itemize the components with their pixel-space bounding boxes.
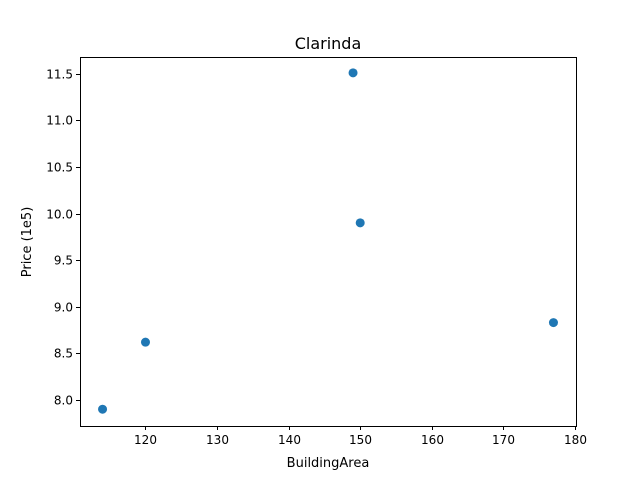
x-tick-label: 180 xyxy=(564,433,587,447)
x-tick-label: 170 xyxy=(492,433,515,447)
y-tick-label: 9.5 xyxy=(54,254,73,268)
y-tick-label: 11.0 xyxy=(46,114,73,128)
y-tick-label: 11.5 xyxy=(46,68,73,82)
scatter-point xyxy=(140,337,150,347)
x-tick-label: 120 xyxy=(134,433,157,447)
x-tick-label: 160 xyxy=(421,433,444,447)
y-tick-label: 10.5 xyxy=(46,161,73,175)
x-tick-label: 150 xyxy=(349,433,372,447)
data-points xyxy=(98,68,558,414)
x-axis-ticks: 120 130 140 150 160 170 180 xyxy=(134,426,587,447)
x-tick-label: 140 xyxy=(278,433,301,447)
scatter-point xyxy=(98,404,108,414)
chart-title: Clarinda xyxy=(295,34,362,53)
scatter-point xyxy=(355,218,365,228)
scatter-point xyxy=(348,68,358,78)
x-tick-label: 130 xyxy=(206,433,229,447)
y-axis-ticks: 8.0 8.5 9.0 9.5 10.0 10.5 11.0 11.5 xyxy=(46,68,80,408)
y-tick-label: 10.0 xyxy=(46,208,73,222)
y-tick-label: 8.5 xyxy=(54,347,73,361)
x-axis-label: BuildingArea xyxy=(287,456,370,471)
plot-frame xyxy=(80,57,577,427)
scatter-point xyxy=(548,318,558,328)
y-tick-label: 9.0 xyxy=(54,301,73,315)
y-tick-label: 8.0 xyxy=(54,394,73,408)
y-axis-label: Price (1e5) xyxy=(20,207,35,278)
